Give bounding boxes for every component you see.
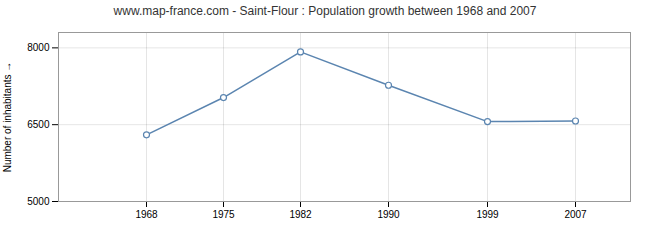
svg-text:1975: 1975 [212,209,235,220]
svg-text:1990: 1990 [377,209,400,220]
svg-text:1968: 1968 [135,209,158,220]
svg-text:1982: 1982 [289,209,312,220]
html-text:www.map-france.com - Saint-Flo: www.map-france.com - Saint-Flour : Popul… [113,4,537,18]
svg-text:2007: 2007 [564,209,587,220]
svg-text:1999: 1999 [476,209,499,220]
svg-text:Number of inhabitants →: Number of inhabitants → [2,62,13,173]
svg-text:8000: 8000 [27,42,50,53]
svg-text:6500: 6500 [27,119,50,130]
svg-text:5000: 5000 [27,196,50,207]
